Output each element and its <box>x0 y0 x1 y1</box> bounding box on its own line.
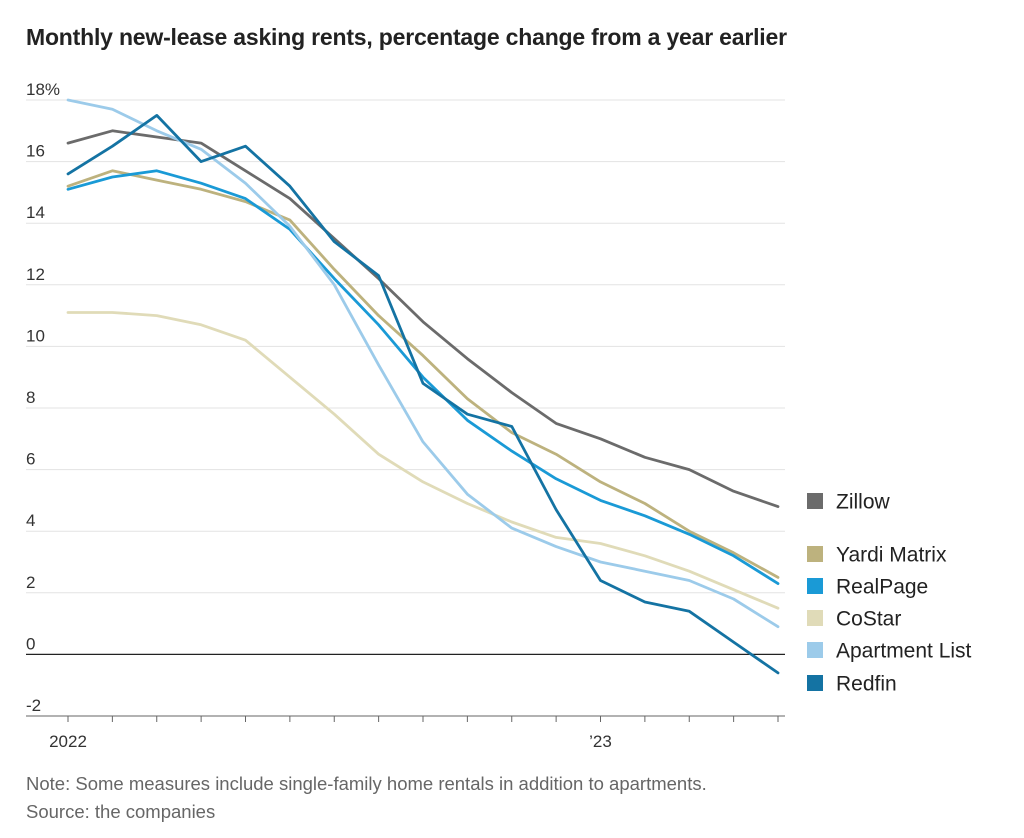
y-tick-label: -2 <box>26 696 41 715</box>
legend-swatch-zillow <box>807 493 823 509</box>
y-tick-label: 0 <box>26 634 35 653</box>
legend-swatch-yardi-matrix <box>807 546 823 562</box>
legend-swatch-redfin <box>807 675 823 691</box>
legend-label-yardi-matrix: Yardi Matrix <box>836 544 947 567</box>
y-tick-label: 6 <box>26 450 35 469</box>
x-axis: 2022 ’23 <box>26 715 785 751</box>
gridlines <box>26 99 785 656</box>
series-lines <box>66 98 780 675</box>
legend: Zillow Yardi Matrix RealPage CoStar Apartmen… <box>807 491 972 696</box>
legend-label-redfin: Redfin <box>836 673 897 696</box>
x-tick-label: 2022 <box>49 732 87 751</box>
y-tick-label: 4 <box>26 511 35 530</box>
footnote: Note: Some measures include single-famil… <box>26 770 707 826</box>
legend-swatch-realpage <box>807 578 823 594</box>
y-tick-label: 2 <box>26 573 35 592</box>
y-tick-label: 8 <box>26 388 35 407</box>
chart-title: Monthly new-lease asking rents, percenta… <box>26 24 787 50</box>
legend-label-realpage: RealPage <box>836 576 928 599</box>
legend-label-zillow: Zillow <box>836 491 891 514</box>
legend-swatch-apartment-list <box>807 642 823 658</box>
y-tick-label: 12 <box>26 265 45 284</box>
y-tick-label: 18% <box>26 80 60 99</box>
y-tick-label: 10 <box>26 326 45 345</box>
note-text: Note: Some measures include single-famil… <box>26 773 707 794</box>
x-tick-label: ’23 <box>589 732 612 751</box>
series-line-realpage <box>66 169 780 585</box>
series-line-yardi-matrix <box>66 169 780 579</box>
y-tick-label: 14 <box>26 203 45 222</box>
legend-label-apartment-list: Apartment List <box>836 640 972 663</box>
series-line-redfin <box>66 114 780 675</box>
y-tick-label: 16 <box>26 142 45 161</box>
source-text: Source: the companies <box>26 801 216 822</box>
y-axis-tick-labels: 18% 16 14 12 10 8 6 4 2 0 -2 <box>26 80 60 715</box>
line-chart: 18% 16 14 12 10 8 6 4 2 0 -2 2022 ’23 Zillow Yardi M… <box>26 80 972 751</box>
legend-swatch-costar <box>807 610 823 626</box>
series-line-zillow <box>66 129 780 508</box>
series-line-apartment-list <box>66 98 780 629</box>
series-line-costar <box>66 311 780 610</box>
legend-label-costar: CoStar <box>836 608 901 631</box>
